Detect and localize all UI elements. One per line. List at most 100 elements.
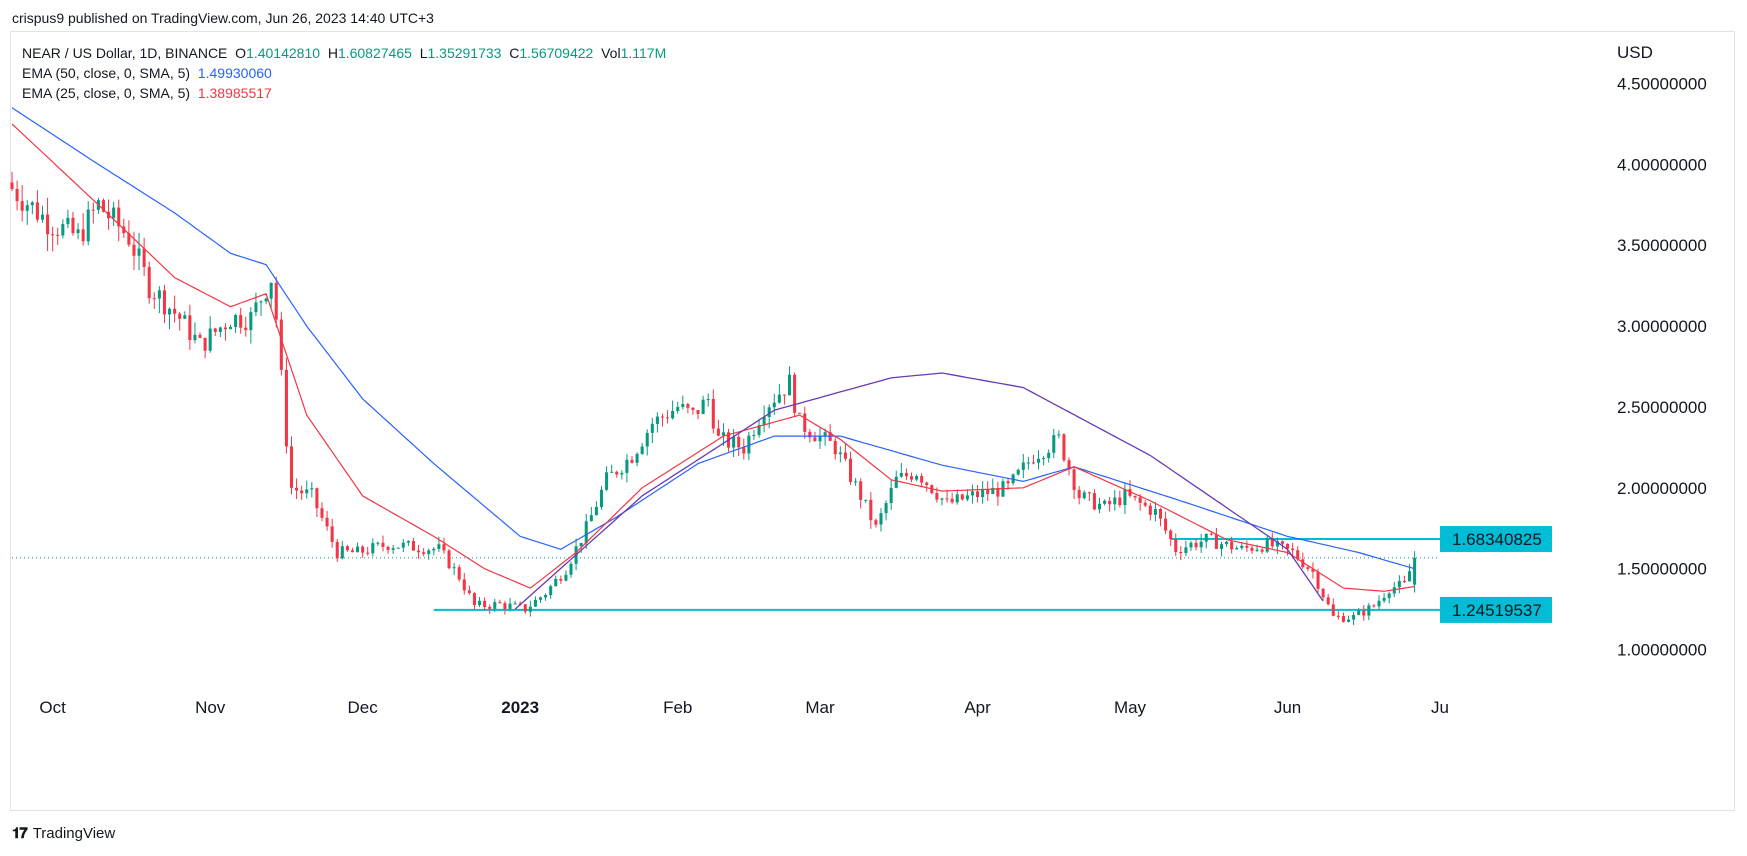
- candle-body: [71, 217, 75, 234]
- candle-body: [1352, 614, 1356, 620]
- candle-body: [46, 214, 50, 235]
- candle-body: [889, 487, 893, 504]
- candle-body: [1311, 568, 1315, 572]
- ema50-row[interactable]: EMA (50, close, 0, SMA, 5) 1.49930060: [22, 63, 666, 83]
- candle-body: [879, 513, 883, 525]
- candle-body: [1047, 452, 1051, 459]
- candle-body: [1037, 458, 1041, 463]
- candle-body: [1174, 539, 1178, 553]
- candle-body: [10, 182, 14, 189]
- candle-body: [1138, 497, 1142, 503]
- candle-body: [61, 224, 65, 236]
- currency-label: USD: [1617, 43, 1653, 62]
- candle-body: [1057, 434, 1061, 436]
- candle-body: [345, 546, 349, 551]
- candle-body: [909, 476, 914, 480]
- candle-body: [152, 298, 156, 300]
- candle-body: [1128, 489, 1132, 496]
- candle-body: [1179, 552, 1183, 554]
- candle-body: [1260, 549, 1264, 552]
- candle-body: [528, 606, 532, 612]
- ema25-row[interactable]: EMA (25, close, 0, SMA, 5) 1.38985517: [22, 83, 666, 103]
- candle-body: [808, 431, 812, 438]
- candle-body: [498, 602, 502, 604]
- footer-brand[interactable]: 𝟏𝟕 TradingView: [12, 825, 115, 842]
- candle-body: [996, 488, 1000, 497]
- candle-body: [284, 369, 288, 447]
- x-tick-label: Nov: [195, 698, 226, 717]
- candle-body: [701, 399, 705, 415]
- candle-body: [584, 521, 588, 543]
- candle-body: [706, 398, 710, 400]
- candle-body: [559, 578, 563, 581]
- candle-body: [86, 209, 90, 242]
- candle-body: [457, 567, 461, 580]
- candle-body: [544, 595, 548, 598]
- candle-body: [935, 493, 939, 500]
- close-label: C: [509, 45, 520, 61]
- candle-body: [645, 432, 649, 447]
- candle-body: [854, 481, 858, 483]
- candle-body: [203, 337, 207, 351]
- candle-body: [361, 546, 365, 553]
- candle-body: [1052, 435, 1056, 453]
- candle-body: [417, 550, 421, 553]
- candle-body: [1275, 541, 1279, 547]
- candle-body: [1326, 597, 1330, 605]
- x-tick-label: May: [1114, 698, 1147, 717]
- rounded-top-arc: [514, 372, 1324, 610]
- candle-body: [386, 546, 390, 550]
- candle-body: [396, 547, 400, 549]
- candle-body: [1382, 597, 1386, 601]
- candle-body: [955, 494, 959, 503]
- y-tick-label: 1.00000000: [1617, 641, 1707, 660]
- candle-body: [1301, 559, 1305, 568]
- high-label: H: [327, 45, 338, 61]
- candle-body: [15, 188, 19, 202]
- candle-body: [422, 552, 426, 555]
- candle-body: [635, 453, 639, 463]
- candle-body: [1225, 541, 1229, 545]
- candle-body: [1133, 495, 1137, 498]
- candle-body: [493, 602, 497, 609]
- candle-body: [833, 440, 837, 455]
- symbol-label[interactable]: NEAR / US Dollar, 1D, BINANCE: [22, 45, 228, 61]
- x-tick-label: 2023: [501, 698, 539, 717]
- ema50-line: [11, 107, 1415, 570]
- candle-body: [1331, 604, 1335, 616]
- candle-body: [249, 312, 253, 331]
- candle-body: [1087, 492, 1091, 494]
- candle-body: [1347, 619, 1351, 622]
- level-price-label: 1.68340825: [1452, 530, 1542, 549]
- candle-body: [483, 600, 487, 607]
- candle-body: [1077, 489, 1081, 499]
- candle-body: [1255, 549, 1259, 551]
- candle-body: [1158, 508, 1163, 519]
- candle-body: [549, 586, 553, 596]
- candle-body: [157, 290, 161, 299]
- candle-body: [25, 205, 29, 211]
- candle-body: [1235, 548, 1239, 550]
- candle-body: [793, 374, 797, 413]
- candle-body: [462, 579, 466, 591]
- candle-body: [56, 234, 60, 236]
- candle-body: [762, 417, 766, 426]
- candle-body: [650, 423, 654, 433]
- candle-body: [478, 600, 482, 606]
- candle-body: [1214, 534, 1218, 549]
- candle-body: [1306, 567, 1310, 569]
- candle-body: [1103, 500, 1107, 504]
- candle-body: [117, 207, 121, 227]
- candle-body: [112, 207, 116, 219]
- candle-body: [904, 472, 908, 477]
- candle-body: [340, 546, 344, 559]
- candle-body: [605, 472, 609, 490]
- candlesticks: [10, 171, 1417, 626]
- candle-body: [798, 412, 802, 414]
- candle-body: [1397, 581, 1401, 588]
- candle-body: [1402, 581, 1406, 583]
- x-tick-label: Dec: [348, 698, 379, 717]
- candle-body: [503, 603, 507, 609]
- candle-body: [137, 248, 141, 256]
